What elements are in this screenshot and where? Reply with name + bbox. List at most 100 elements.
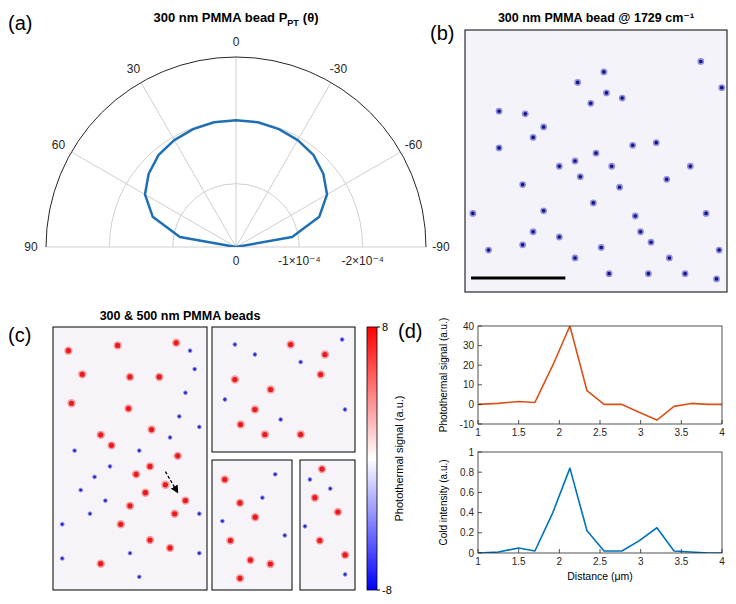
bead xyxy=(520,182,525,187)
bead xyxy=(343,408,347,412)
bead xyxy=(137,449,141,453)
x-tick xyxy=(640,549,641,553)
bead xyxy=(177,415,181,419)
y-tick-label: 0 xyxy=(468,548,474,559)
bead xyxy=(588,101,593,106)
x-tick xyxy=(518,549,519,553)
x-tick xyxy=(600,549,601,553)
bead xyxy=(142,489,149,496)
bead xyxy=(103,499,107,503)
bead xyxy=(108,442,115,449)
colorbar-tick xyxy=(377,327,380,328)
x-tick xyxy=(559,420,560,424)
bead xyxy=(162,481,169,488)
image-frame xyxy=(300,460,355,590)
bead xyxy=(343,573,347,577)
bead xyxy=(342,552,349,559)
bead xyxy=(147,537,154,544)
bead xyxy=(233,343,237,347)
bead xyxy=(717,247,722,252)
bead xyxy=(184,391,188,395)
bead xyxy=(227,537,234,544)
bead xyxy=(682,271,687,276)
bead xyxy=(127,374,134,381)
image-frame xyxy=(212,327,355,452)
bead xyxy=(221,476,228,483)
y-axis-title: Photothermal signal (a.u.) xyxy=(438,318,449,433)
bead xyxy=(252,406,259,413)
x-tick-label: 3 xyxy=(638,556,644,567)
bead xyxy=(328,487,332,491)
y-tick xyxy=(478,472,482,473)
bead xyxy=(108,464,112,468)
panel-title: 300 nm PMMA bead PPT(θ) xyxy=(153,10,318,28)
bead xyxy=(319,466,326,473)
radial-tick-label: -2×10⁻⁴ xyxy=(341,254,384,268)
bead xyxy=(188,349,192,353)
bead-points xyxy=(221,472,287,581)
bead xyxy=(247,557,254,564)
x-tick-label: 4 xyxy=(719,556,725,567)
bead xyxy=(97,431,104,438)
y-tick-label: 10 xyxy=(463,379,475,390)
bead xyxy=(719,85,724,90)
bead xyxy=(261,496,265,500)
image-frame xyxy=(465,30,727,292)
bead xyxy=(311,494,318,501)
bead xyxy=(703,211,708,216)
angle-tick-label: -30 xyxy=(330,62,348,76)
x-tick xyxy=(640,420,641,424)
grid-spoke xyxy=(236,82,331,247)
y-tick-label: 0.6 xyxy=(460,487,474,498)
bead xyxy=(308,478,312,482)
y-tick xyxy=(478,345,482,346)
x-tick xyxy=(681,420,682,424)
panel-title: 300 nm PMMA bead @ 1729 cm⁻¹ xyxy=(498,11,694,25)
bead-points xyxy=(470,59,724,282)
y-axis-title: Cold intensity (a.u.) xyxy=(438,459,449,545)
bead xyxy=(221,519,225,523)
bead xyxy=(578,174,583,179)
bead xyxy=(79,488,83,492)
grid-spoke xyxy=(236,247,426,248)
polar-background xyxy=(46,57,426,247)
bead xyxy=(575,80,580,85)
bead xyxy=(593,151,598,156)
bead xyxy=(541,124,546,129)
x-tick-label: 4 xyxy=(719,427,725,438)
grid-spoke xyxy=(141,82,236,247)
bead xyxy=(531,229,536,234)
x-tick xyxy=(478,420,479,424)
angle-tick-label: -90 xyxy=(432,240,450,254)
panel-letter: (b) xyxy=(430,22,454,44)
bead xyxy=(599,245,604,250)
bead xyxy=(617,185,622,190)
bead xyxy=(193,367,197,371)
bead xyxy=(283,534,287,538)
grid-spoke xyxy=(46,247,236,248)
profile-arrow xyxy=(165,472,177,493)
x-tick-label: 1.5 xyxy=(512,556,526,567)
bead xyxy=(335,509,342,516)
bead xyxy=(197,551,201,555)
bead xyxy=(303,524,307,528)
y-tick-label: 0.2 xyxy=(460,527,474,538)
x-tick-label: 3.5 xyxy=(674,427,688,438)
bead xyxy=(174,452,181,459)
bead xyxy=(714,276,719,281)
bead xyxy=(88,512,92,516)
bead xyxy=(117,521,124,528)
x-tick xyxy=(722,549,723,553)
bead xyxy=(607,271,612,276)
bead xyxy=(182,497,189,504)
bead xyxy=(262,431,269,438)
angle-tick-label: 90 xyxy=(24,240,38,254)
bead xyxy=(127,502,134,509)
y-tick-label: 0.4 xyxy=(460,507,474,518)
scale-bar xyxy=(471,277,565,280)
x-tick-label: 2 xyxy=(557,556,563,567)
polar-curve xyxy=(145,120,327,247)
grid-spoke xyxy=(236,57,237,247)
bead xyxy=(156,374,163,381)
bead xyxy=(223,398,227,402)
